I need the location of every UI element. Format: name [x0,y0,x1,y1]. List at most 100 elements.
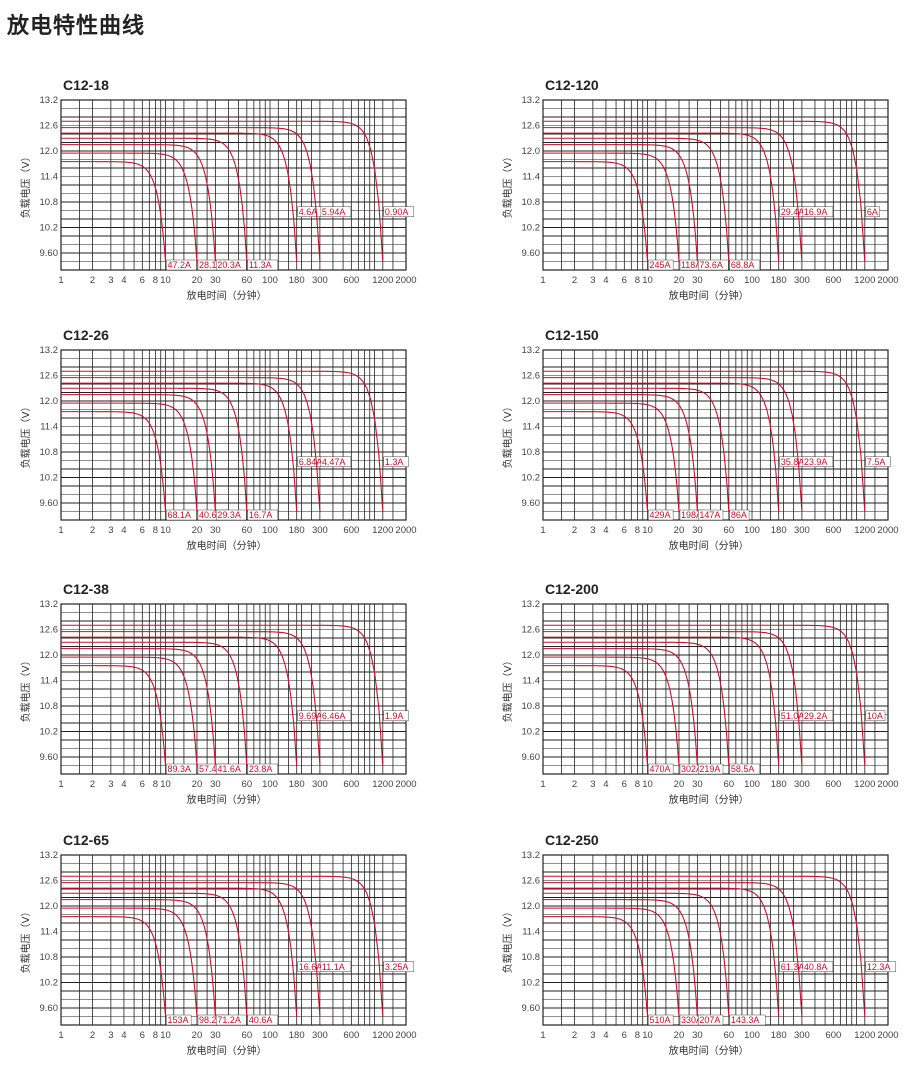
x-tick-label: 3 [108,1030,113,1041]
x-tick-label: 60 [242,525,253,536]
curve-label: 7.5A [867,457,886,467]
curve-label: 16.6A [299,962,323,972]
y-tick-label: 12.0 [522,650,541,661]
y-tick-label: 12.6 [522,625,541,636]
y-axis-label: 负载电压（V） [501,402,514,469]
discharge-curve [543,648,698,766]
curve-label: 40.6A [249,1015,273,1025]
x-tick-label: 1 [540,525,545,536]
x-axis-label: 放电时间（分钟） [669,793,749,806]
curve-label: 4.6A [299,207,318,217]
page-title: 放电特性曲线 [7,14,146,39]
x-tick-label: 60 [242,779,253,790]
x-tick-label: 2 [572,779,577,790]
x-tick-label: 4 [603,525,608,536]
curve-label: 73.6A [699,260,723,270]
curve-label: 11.1A [322,962,345,972]
curve-label: 89.3A [168,764,192,774]
curve-label-box [802,710,834,721]
x-tick-label: 2 [90,1030,95,1041]
x-tick-label: 60 [724,275,735,286]
chart-title: C12-200 [545,581,599,597]
y-axis-label: 负载电压（V） [19,402,32,469]
chart-c12-18: C12-18 13.2 12.6 12.0 11.4 10.8 10.2 9.60 1 2 3 4 6 8… [19,77,417,302]
y-tick-label: 10.8 [40,447,59,458]
x-tick-label: 100 [744,275,760,286]
discharge-curve [543,377,803,512]
curve-label: 4.47A [322,457,346,467]
x-tick-label: 100 [262,525,278,536]
curve-label-box [166,763,197,775]
curve-label: 198A [681,510,702,520]
discharge-curve [543,387,730,512]
x-tick-label: 300 [312,1030,328,1041]
y-axis-label: 负载电压（V） [19,656,32,723]
curve-label-box [648,1014,674,1026]
curve-label: 16.9A [804,207,828,217]
curve-label: 16.7A [249,510,273,520]
curve-label: 245A [650,260,671,270]
y-tick-label: 10.8 [40,197,59,208]
x-tick-label: 4 [121,1030,126,1041]
discharge-curve [61,648,216,766]
x-axis-label: 放电时间（分钟） [187,289,267,302]
discharge-curve [61,387,248,512]
x-tick-label: 1200 [372,525,393,536]
curve-label: 35.8A [781,457,805,467]
curve-label-box [383,961,415,972]
curve-label-box [216,763,247,775]
x-tick-label: 10 [160,779,171,790]
y-tick-label: 11.4 [522,927,540,938]
discharge-curve [61,144,216,262]
discharge-curve [543,636,780,766]
discharge-curve [543,127,803,262]
discharge-curve [61,892,248,1017]
x-tick-label: 1200 [854,275,875,286]
x-tick-label: 6 [140,525,145,536]
curve-label-box [648,763,674,775]
curve-label: 47.2A [168,260,192,270]
chart-title: C12-250 [545,832,599,848]
x-tick-label: 180 [289,1030,305,1041]
curve-label: 9.69A [299,711,323,721]
y-tick-label: 13.2 [522,599,541,610]
y-axis-label: 负载电压（V） [501,152,514,219]
curve-label: 3.25A [385,962,409,972]
curve-label-box [247,259,279,271]
discharge-curve [61,402,198,512]
y-tick-label: 12.6 [40,625,59,636]
discharge-curve [61,665,167,766]
x-tick-label: 8 [153,1030,158,1041]
discharge-curve [61,887,298,1017]
x-tick-label: 10 [642,779,653,790]
curve-label-box [166,1014,192,1026]
curve-label-box [166,259,197,271]
y-tick-label: 13.2 [522,95,541,106]
y-tick-label: 10.2 [40,727,59,738]
x-tick-label: 8 [635,275,640,286]
y-tick-label: 12.6 [522,121,541,132]
y-tick-label: 12.6 [40,121,59,132]
discharge-curve [61,127,321,262]
y-tick-label: 12.0 [522,396,541,407]
y-tick-label: 13.2 [40,599,59,610]
discharge-curve [543,394,698,512]
x-tick-label: 10 [160,275,171,286]
curve-label-box [216,509,247,521]
curve-label: 68.1A [168,510,192,520]
y-tick-label: 10.2 [40,473,59,484]
chart-title: C12-120 [545,77,599,93]
y-tick-label: 9.60 [522,498,541,509]
x-tick-label: 1 [540,275,545,286]
discharge-curve [61,641,248,766]
x-tick-label: 2 [90,275,95,286]
curve-label: 510A [650,1015,671,1025]
x-tick-label: 6 [140,779,145,790]
x-tick-label: 30 [210,275,221,286]
discharge-curve [543,411,649,512]
curve-label-box [698,509,724,521]
y-tick-label: 13.2 [40,345,59,356]
curve-label-box [729,509,750,521]
x-tick-label: 20 [674,1030,685,1041]
